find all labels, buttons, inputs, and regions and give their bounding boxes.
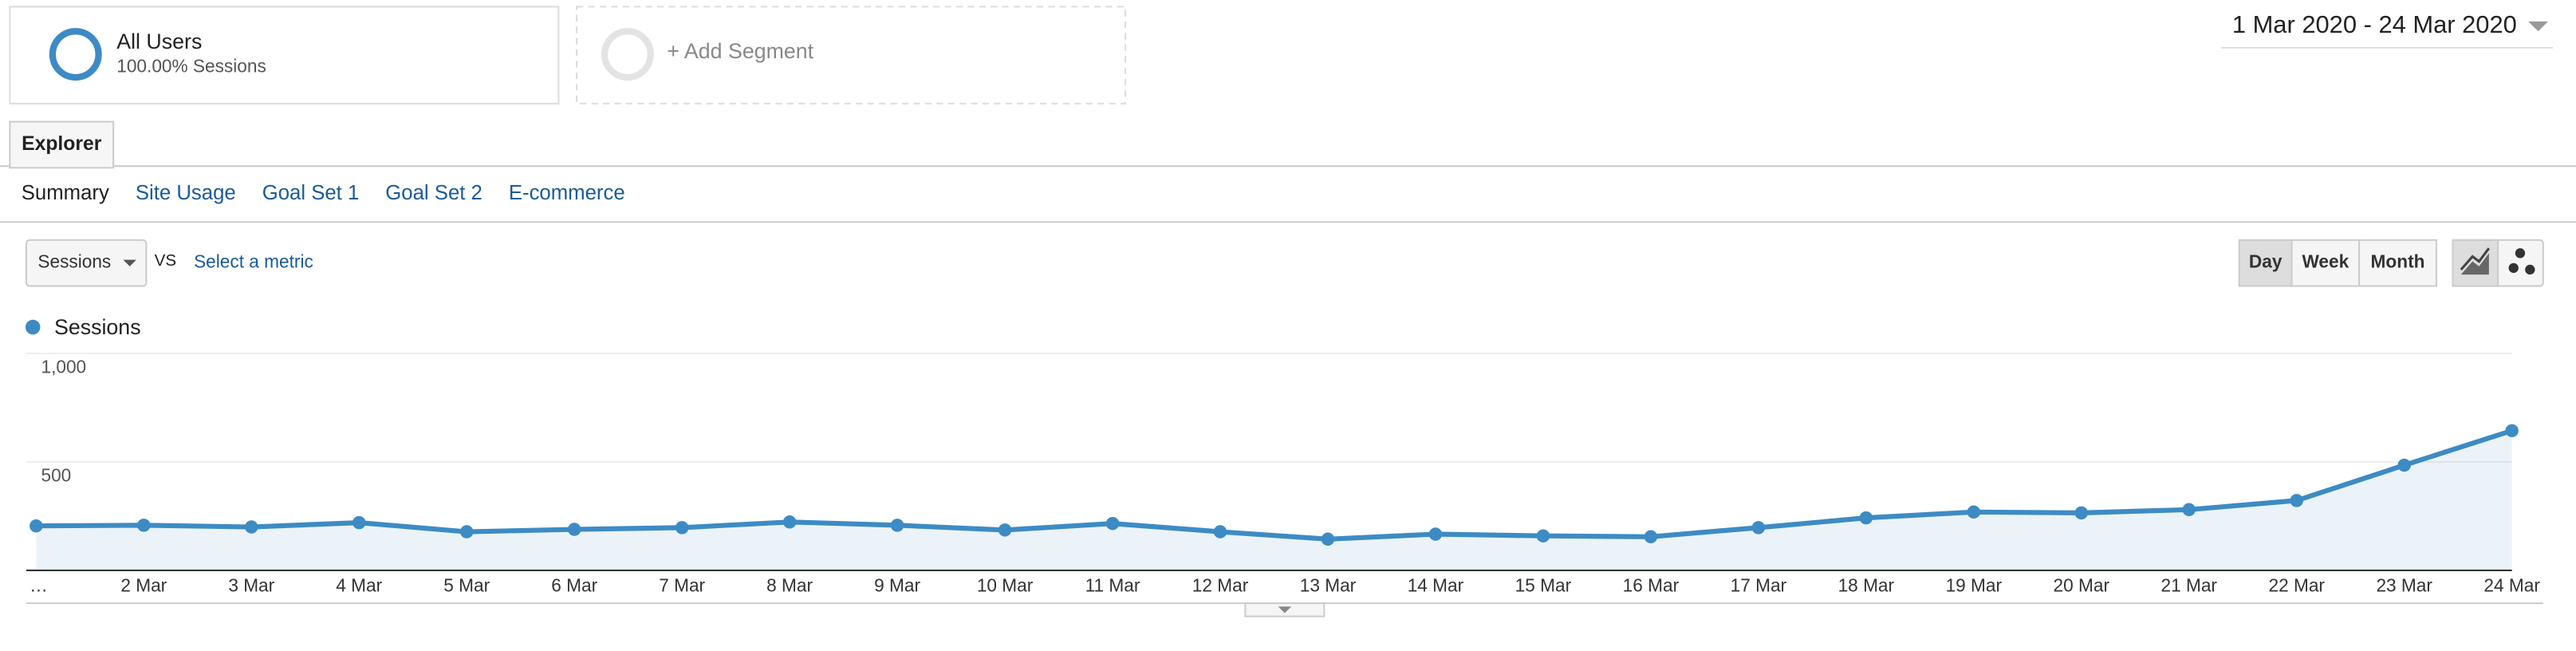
x-tick-label: 22 Mar bbox=[2268, 575, 2325, 596]
subtab[interactable]: Goal Set 2 bbox=[385, 182, 483, 204]
x-tick-label: 14 Mar bbox=[1408, 575, 1464, 596]
x-tick-label: 23 Mar bbox=[2376, 575, 2432, 596]
point[interactable] bbox=[2290, 494, 2303, 507]
legend-marker bbox=[25, 319, 41, 335]
x-tick-label: 19 Mar bbox=[1946, 575, 2003, 596]
point[interactable] bbox=[1967, 505, 1981, 519]
point[interactable] bbox=[2182, 503, 2196, 517]
point[interactable] bbox=[890, 519, 904, 532]
legend-label[interactable]: Sessions bbox=[54, 315, 141, 339]
x-tick-label: 10 Mar bbox=[977, 575, 1034, 596]
chart: 500 1,000 … 2 Mar 3 Mar 4 Mar 5 Mar 6 Mar 7 Mar 8… bbox=[26, 352, 2540, 596]
y-tick-label: 500 bbox=[41, 464, 71, 485]
point[interactable] bbox=[998, 523, 1012, 537]
x-tick-label: 12 Mar bbox=[1192, 575, 1249, 596]
segment-icon bbox=[49, 28, 102, 81]
segment-detail: 100.00% Sessions bbox=[116, 56, 266, 77]
point[interactable] bbox=[352, 515, 366, 530]
subtabs: Summary Site Usage Goal Set 1 Goal Set 2 E-c… bbox=[22, 182, 625, 204]
subtab[interactable]: Summary bbox=[22, 182, 109, 204]
x-tick-label: 6 Mar bbox=[551, 575, 597, 596]
segment-card[interactable] bbox=[9, 6, 560, 105]
subtab[interactable]: Site Usage bbox=[136, 182, 236, 204]
x-tick-label: 2 Mar bbox=[120, 575, 167, 596]
motion-chart-icon[interactable] bbox=[2508, 262, 2519, 274]
collapse-arrow bbox=[1278, 606, 1292, 614]
x-tick-label: 7 Mar bbox=[659, 575, 705, 596]
point[interactable] bbox=[459, 525, 474, 539]
line-chart-button[interactable] bbox=[2452, 239, 2499, 287]
line-chart-icon bbox=[2460, 253, 2489, 275]
point[interactable] bbox=[1428, 527, 1443, 541]
x-tick-label: 9 Mar bbox=[874, 575, 920, 596]
x-tick-label: 5 Mar bbox=[443, 575, 490, 596]
x-tick-label: 17 Mar bbox=[1731, 575, 1787, 596]
line-chart-icon bbox=[2460, 247, 2491, 270]
point[interactable] bbox=[1859, 511, 1873, 525]
interval-label[interactable]: Day bbox=[2249, 251, 2283, 272]
add-segment-card[interactable] bbox=[576, 6, 1127, 105]
motion-chart-icon[interactable] bbox=[2525, 264, 2535, 275]
x-tick-label: 4 Mar bbox=[336, 575, 382, 596]
x-tick-label: 8 Mar bbox=[766, 575, 813, 596]
point[interactable] bbox=[567, 523, 581, 536]
interval-label[interactable]: Month bbox=[2371, 251, 2425, 272]
date-arrow[interactable] bbox=[2528, 21, 2548, 32]
point[interactable] bbox=[1751, 521, 1766, 535]
x-tick-label: 18 Mar bbox=[1838, 575, 1895, 596]
subtab[interactable]: E-commerce bbox=[509, 182, 625, 204]
point[interactable] bbox=[30, 519, 43, 533]
point[interactable] bbox=[782, 515, 797, 529]
interval-label[interactable]: Week bbox=[2302, 251, 2349, 272]
x-tick-label: 13 Mar bbox=[1300, 575, 1357, 596]
point[interactable] bbox=[1644, 530, 1658, 544]
add-segment[interactable]: + Add Segment bbox=[667, 39, 813, 63]
add-segment-icon bbox=[601, 28, 654, 81]
point[interactable] bbox=[675, 521, 689, 535]
x-tick-label: 15 Mar bbox=[1515, 575, 1572, 596]
point[interactable] bbox=[1321, 532, 1335, 546]
date-range[interactable]: 1 Mar 2020 - 24 Mar 2020 bbox=[2232, 10, 2517, 38]
point[interactable] bbox=[2505, 424, 2519, 438]
x-tick-label: 24 Mar bbox=[2483, 575, 2540, 596]
tab[interactable] bbox=[9, 120, 115, 169]
segment-name: All Users bbox=[116, 30, 202, 53]
interval-button[interactable] bbox=[2238, 239, 2293, 287]
point[interactable] bbox=[1105, 516, 1120, 531]
metric-arrow bbox=[123, 259, 136, 266]
line bbox=[36, 428, 2513, 542]
point[interactable] bbox=[245, 520, 258, 534]
motion-chart-icon[interactable] bbox=[2515, 248, 2526, 258]
interval-buttons: Day Week Month bbox=[2238, 239, 2437, 287]
x-tick-label: 20 Mar bbox=[2054, 575, 2110, 596]
point[interactable] bbox=[137, 519, 151, 532]
point[interactable] bbox=[2074, 506, 2089, 520]
point[interactable] bbox=[1213, 525, 1227, 539]
interval-button[interactable] bbox=[2358, 239, 2437, 287]
vs-label: VS bbox=[155, 251, 176, 270]
x-tick-label: 21 Mar bbox=[2161, 575, 2218, 596]
metric-select[interactable] bbox=[25, 239, 148, 287]
select-metric[interactable]: Select a metric bbox=[194, 251, 313, 272]
subtab[interactable]: Goal Set 1 bbox=[262, 182, 360, 204]
y-tick-label: 1,000 bbox=[41, 357, 86, 377]
tab-label[interactable]: Explorer bbox=[22, 133, 102, 155]
x-tick-label: 11 Mar bbox=[1085, 575, 1140, 596]
point[interactable] bbox=[2397, 458, 2411, 472]
area bbox=[36, 430, 2512, 570]
metric-label[interactable]: Sessions bbox=[37, 251, 111, 272]
x-tick-label: 3 Mar bbox=[228, 575, 274, 596]
x-tick-label: … bbox=[30, 575, 48, 596]
x-tick-label: 16 Mar bbox=[1623, 575, 1680, 596]
point[interactable] bbox=[1536, 529, 1550, 542]
